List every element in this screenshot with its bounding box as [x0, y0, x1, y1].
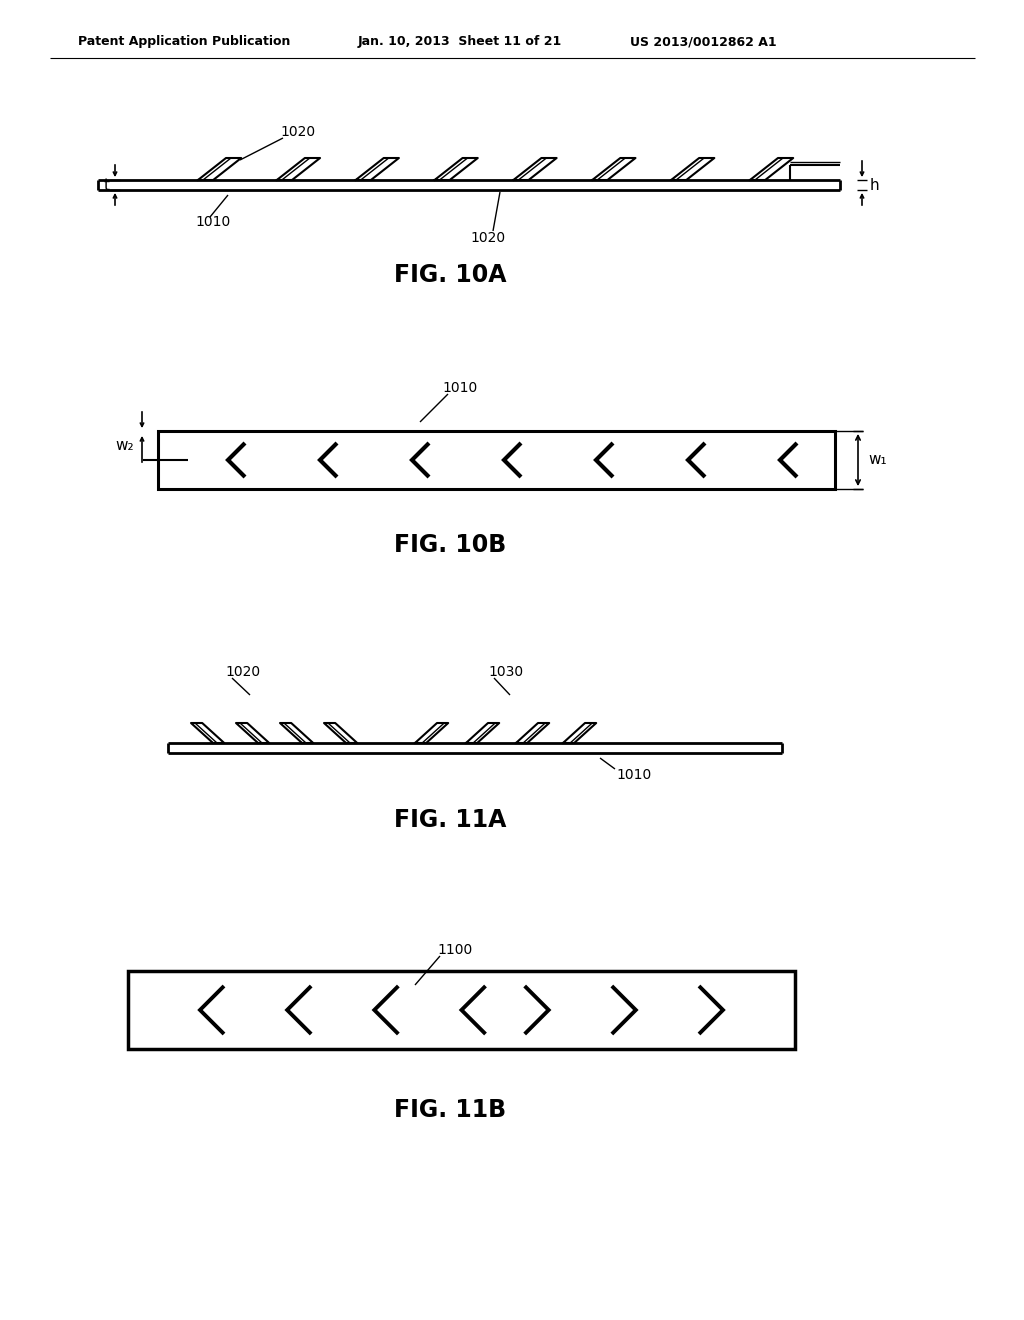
Text: FIG. 10B: FIG. 10B: [394, 533, 506, 557]
Text: w₂: w₂: [116, 438, 134, 454]
Bar: [128, 972, 795, 1049]
Text: 1010: 1010: [195, 215, 230, 228]
Text: h: h: [870, 177, 880, 193]
Text: 1010: 1010: [616, 768, 651, 781]
Text: FIG. 11A: FIG. 11A: [394, 808, 506, 832]
Text: Jan. 10, 2013  Sheet 11 of 21: Jan. 10, 2013 Sheet 11 of 21: [358, 36, 562, 49]
Text: t: t: [104, 177, 110, 193]
Text: 1020: 1020: [225, 665, 260, 678]
Text: Patent Application Publication: Patent Application Publication: [78, 36, 291, 49]
Text: FIG. 11B: FIG. 11B: [394, 1098, 506, 1122]
Text: 1020: 1020: [470, 231, 506, 246]
Bar: [158, 432, 835, 488]
Text: 1020: 1020: [280, 125, 315, 139]
Text: 1010: 1010: [442, 381, 477, 395]
Text: FIG. 10A: FIG. 10A: [394, 263, 506, 286]
Text: w₁: w₁: [868, 453, 887, 467]
Text: US 2013/0012862 A1: US 2013/0012862 A1: [630, 36, 776, 49]
Text: 1030: 1030: [488, 665, 523, 678]
Text: 1100: 1100: [437, 942, 473, 957]
